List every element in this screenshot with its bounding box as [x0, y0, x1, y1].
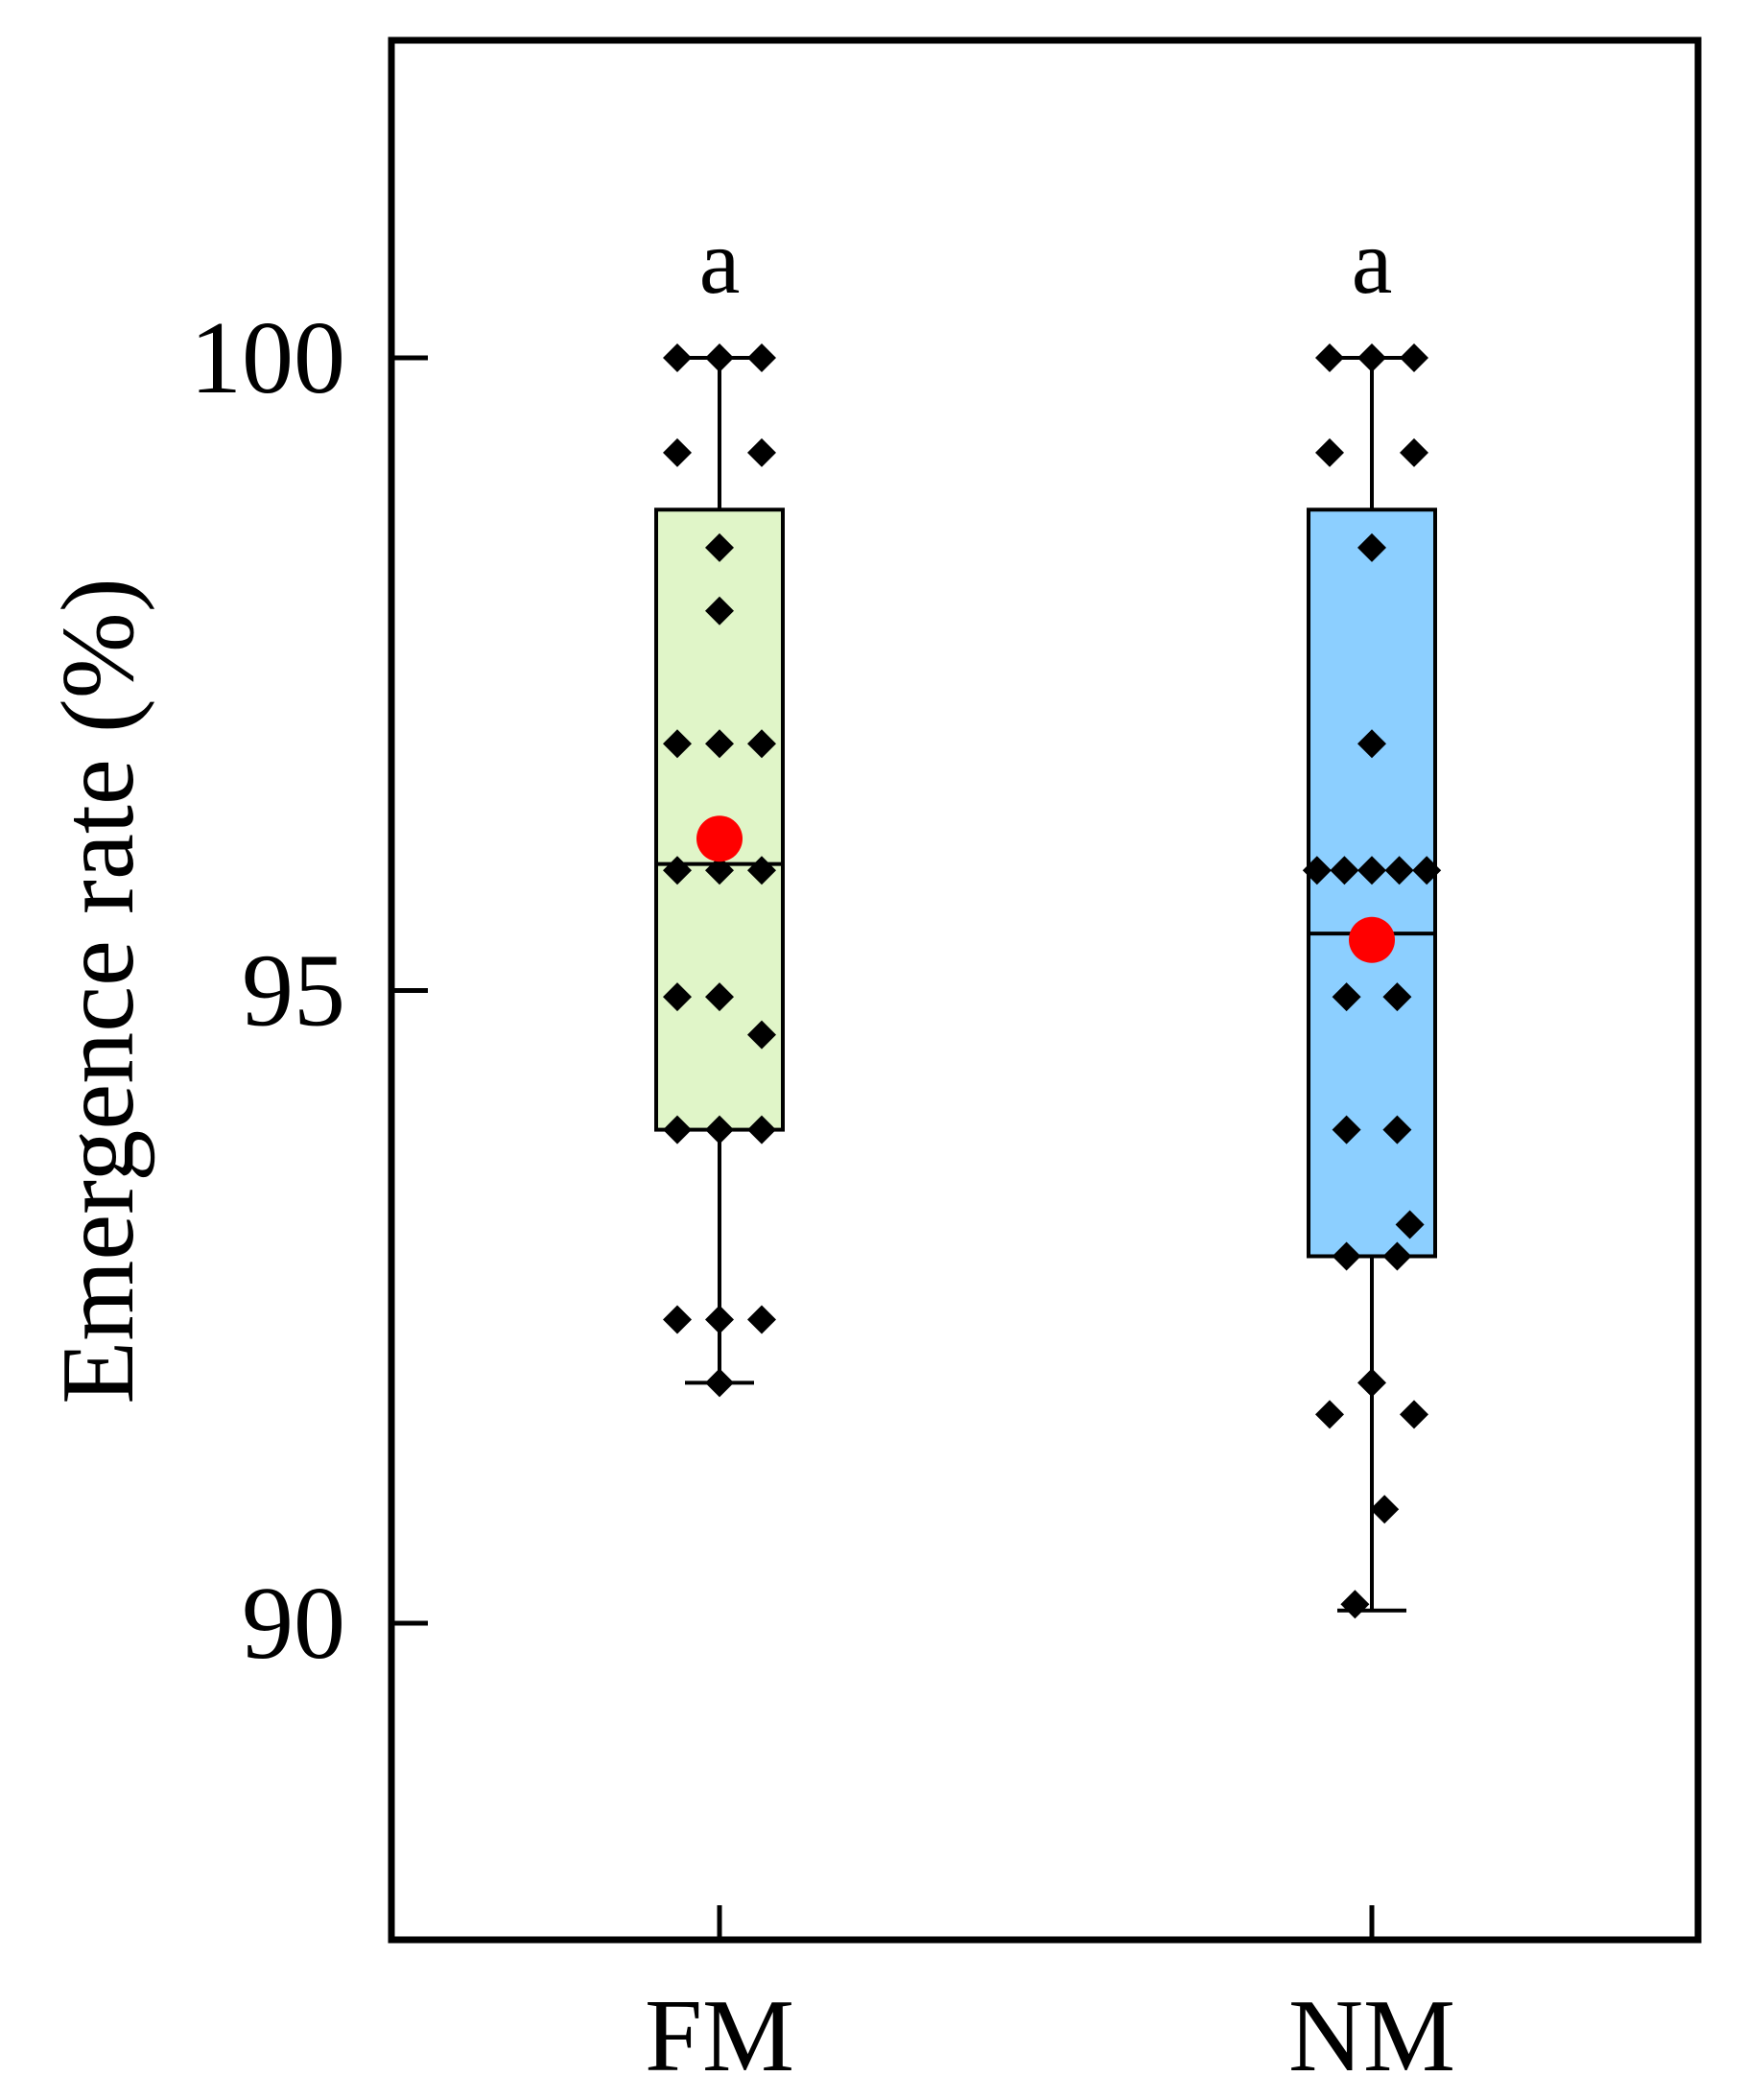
data-point-fm — [663, 1115, 692, 1144]
data-point-nm — [1395, 1210, 1425, 1239]
x-tick-label-nm: NM — [1288, 1979, 1455, 2093]
data-point-fm — [663, 343, 692, 372]
data-point-nm — [1412, 856, 1442, 885]
plot-frame — [388, 36, 1702, 1944]
data-point-nm — [1340, 1590, 1370, 1619]
data-point-nm — [1357, 729, 1386, 759]
data-point-fm — [747, 1115, 776, 1144]
y-tick-label: 90 — [242, 1567, 345, 1681]
data-point-fm — [705, 729, 734, 759]
y-axis-label: Emergence rate (%) — [41, 578, 155, 1404]
data-point-nm — [1357, 856, 1386, 885]
data-point-nm — [1315, 343, 1344, 372]
data-point-nm — [1370, 1495, 1400, 1524]
data-point-fm — [747, 1305, 776, 1334]
data-point-nm — [1330, 856, 1359, 885]
data-point-fm — [747, 437, 776, 467]
data-point-fm — [705, 596, 734, 625]
data-point-nm — [1302, 856, 1332, 885]
data-point-nm — [1382, 1241, 1412, 1271]
data-point-fm — [705, 532, 734, 562]
data-point-fm — [663, 1305, 692, 1334]
data-point-nm — [1400, 1400, 1428, 1429]
data-point-fm — [705, 982, 734, 1012]
data-point-nm — [1382, 1115, 1412, 1144]
data-point-fm — [747, 1020, 776, 1050]
data-point-fm — [705, 343, 734, 372]
data-point-nm — [1384, 856, 1414, 885]
data-point-nm — [1357, 1368, 1386, 1398]
group-nm: a — [1302, 210, 1442, 1619]
data-point-nm — [1400, 437, 1428, 467]
data-point-nm — [1382, 982, 1412, 1012]
data-point-fm — [705, 1115, 734, 1144]
data-point-nm — [1400, 343, 1428, 372]
y-tick-label: 95 — [242, 934, 345, 1049]
data-point-fm — [705, 1305, 734, 1334]
data-point-fm — [663, 856, 692, 885]
data-point-nm — [1332, 1241, 1361, 1271]
data-point-fm — [663, 982, 692, 1012]
data-point-nm — [1315, 437, 1344, 467]
axis-layer: FM NM 90 95 100 — [190, 301, 1455, 2093]
data-point-fm — [705, 856, 734, 885]
data-point-nm — [1332, 982, 1361, 1012]
mean-marker-fm — [696, 815, 743, 862]
significance-label-fm: a — [699, 210, 741, 313]
y-tick-label: 100 — [190, 301, 345, 415]
data-point-nm — [1357, 532, 1386, 562]
significance-label-nm: a — [1352, 210, 1393, 313]
x-tick-label-fm: FM — [645, 1979, 794, 2093]
data-point-fm — [747, 856, 776, 885]
data-point-fm — [747, 729, 776, 759]
data-point-fm — [663, 437, 692, 467]
mean-marker-nm — [1349, 916, 1395, 963]
data-point-fm — [747, 343, 776, 372]
data-point-nm — [1332, 1115, 1361, 1144]
group-fm: a — [654, 210, 785, 1398]
data-point-fm — [663, 729, 692, 759]
data-point-nm — [1357, 343, 1386, 372]
data-point-nm — [1315, 1400, 1344, 1429]
data-point-fm — [705, 1368, 734, 1398]
